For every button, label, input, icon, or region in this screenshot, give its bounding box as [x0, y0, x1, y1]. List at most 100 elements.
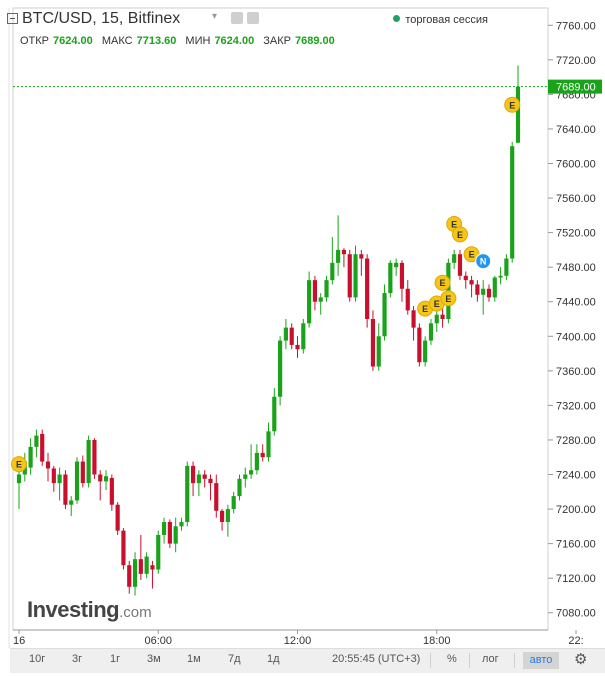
candle-body — [278, 340, 283, 397]
candle-body — [463, 275, 468, 281]
clock-readout[interactable]: 20:55:45 (UTC+3) — [332, 653, 421, 665]
collapse-icon[interactable] — [7, 13, 18, 24]
candle-body — [475, 284, 480, 295]
symbol-title[interactable]: BTC/USD, 15, Bitfinex — [22, 10, 181, 27]
candle-body — [231, 496, 236, 510]
range-10y-button[interactable]: 10г — [29, 653, 46, 665]
candle-body — [16, 474, 22, 484]
candle-body — [394, 262, 399, 268]
candle-body — [40, 433, 45, 462]
plot-area — [12, 7, 549, 631]
y-tick-label: 7600.00 — [556, 159, 596, 171]
y-tick-label: 7160.00 — [556, 539, 596, 551]
toolbar-divider — [430, 653, 431, 668]
candle-body — [283, 327, 288, 341]
candle-body — [219, 510, 225, 523]
y-tick-label: 7240.00 — [556, 470, 596, 482]
settings-icon[interactable]: ⚙ — [574, 651, 588, 668]
candle-body — [353, 254, 358, 298]
candle-body — [417, 327, 422, 363]
low-label: МИН — [185, 35, 211, 47]
candle-body — [185, 465, 190, 523]
candles — [13, 65, 548, 596]
candle-body — [225, 509, 230, 523]
open-label: ОТКР — [20, 35, 50, 47]
percent-scale-button[interactable]: % — [447, 653, 457, 665]
last-price-label: 7689.00 — [556, 82, 596, 94]
candle-body — [411, 310, 416, 328]
marker-label: E — [445, 294, 451, 304]
candle-body — [260, 452, 265, 458]
candle-body — [190, 465, 196, 484]
candle-body — [324, 280, 329, 298]
candle-body — [504, 258, 509, 276]
y-tick-label: 7520.00 — [556, 228, 596, 240]
range-7d-button[interactable]: 7д — [228, 653, 241, 665]
candle-body — [515, 86, 521, 143]
candle-body — [307, 280, 312, 324]
brand-name: Investing — [27, 597, 120, 622]
close-value: 7689.00 — [295, 35, 335, 47]
candle-body — [318, 297, 323, 302]
session-dot-icon — [393, 15, 401, 22]
high-value: 7713.60 — [136, 35, 177, 47]
candle-body — [347, 254, 352, 298]
auto-scale-button[interactable]: авто — [523, 652, 559, 669]
log-scale-button[interactable]: лог — [482, 653, 499, 665]
candle-body — [121, 530, 126, 566]
candle-body — [249, 470, 254, 475]
candle-body — [457, 254, 463, 276]
y-tick-label: 7360.00 — [556, 366, 596, 378]
symbol-dropdown-icon[interactable]: ▾ — [212, 11, 218, 22]
candle-body — [370, 319, 376, 367]
candle-body — [312, 280, 318, 302]
range-1y-button[interactable]: 1г — [110, 653, 121, 665]
candle-body — [481, 288, 486, 295]
candle-body — [173, 526, 178, 544]
candle-body — [92, 439, 97, 475]
candle-body — [86, 439, 91, 484]
marker-label: E — [451, 219, 457, 229]
candle-body — [132, 559, 138, 587]
y-tick-label: 7640.00 — [556, 124, 596, 136]
range-1d-button[interactable]: 1д — [267, 653, 280, 665]
candle-body — [254, 452, 259, 471]
y-tick-label: 7280.00 — [556, 435, 596, 447]
event-marker — [451, 226, 468, 243]
candle-body — [127, 565, 132, 587]
range-3m-button[interactable]: 3м — [147, 653, 161, 665]
range-1m-button[interactable]: 1м — [187, 653, 201, 665]
candle-body — [196, 474, 201, 484]
marker-label: N — [480, 257, 487, 267]
price-axis: 7080.00 7120.00 7160.00 7200.00 7240.00 7280.… — [548, 20, 602, 620]
candle-body — [115, 504, 120, 531]
candle-body — [428, 323, 434, 341]
chart-grid — [8, 7, 549, 648]
candle-body — [34, 435, 39, 447]
candle-body — [341, 249, 347, 255]
candle-body — [237, 478, 242, 497]
visibility-icon[interactable] — [231, 12, 243, 24]
range-3y-button[interactable]: 3г — [72, 653, 83, 665]
candle-body — [98, 474, 103, 482]
marker-label: E — [469, 250, 475, 260]
low-value: 7624.00 — [214, 35, 255, 47]
close-label: ЗАКР — [263, 35, 291, 47]
y-tick-label: 7440.00 — [556, 297, 596, 309]
toolbar-divider — [514, 653, 515, 668]
candle-body — [28, 446, 33, 468]
candle-body — [492, 277, 497, 298]
candle-body — [388, 262, 393, 294]
candle-body — [434, 314, 439, 324]
y-tick-label: 7560.00 — [556, 193, 596, 205]
settings-icon[interactable] — [247, 12, 259, 24]
x-tick-label: 12:00 — [284, 635, 312, 647]
candle-body — [167, 522, 172, 544]
news-marker — [475, 253, 492, 270]
event-marker — [504, 96, 521, 113]
y-tick-label: 7320.00 — [556, 400, 596, 412]
candle-body — [301, 323, 306, 350]
candle-body — [214, 483, 219, 511]
